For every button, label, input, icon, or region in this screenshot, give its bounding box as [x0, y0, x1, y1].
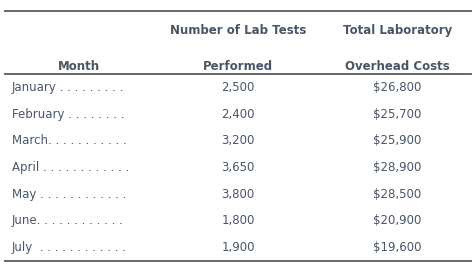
- Text: 2,500: 2,500: [221, 81, 255, 94]
- Text: April . . . . . . . . . . . .: April . . . . . . . . . . . .: [12, 161, 129, 174]
- Text: January . . . . . . . . .: January . . . . . . . . .: [12, 81, 124, 94]
- Text: 3,200: 3,200: [221, 135, 255, 147]
- Text: Performed: Performed: [203, 60, 273, 73]
- Text: $25,900: $25,900: [373, 135, 422, 147]
- Text: $25,700: $25,700: [373, 108, 422, 121]
- Text: March. . . . . . . . . . .: March. . . . . . . . . . .: [12, 135, 127, 147]
- Text: $28,900: $28,900: [373, 161, 422, 174]
- Text: Total Laboratory: Total Laboratory: [343, 24, 452, 37]
- Text: $20,900: $20,900: [373, 214, 422, 227]
- Text: July  . . . . . . . . . . . .: July . . . . . . . . . . . .: [12, 241, 127, 254]
- Text: 1,800: 1,800: [221, 214, 255, 227]
- Text: 2,400: 2,400: [221, 108, 255, 121]
- Text: $28,500: $28,500: [373, 188, 422, 201]
- Text: February . . . . . . . .: February . . . . . . . .: [12, 108, 124, 121]
- Text: 1,900: 1,900: [221, 241, 255, 254]
- Text: Month: Month: [58, 60, 99, 73]
- Text: Overhead Costs: Overhead Costs: [345, 60, 450, 73]
- Text: 3,650: 3,650: [221, 161, 255, 174]
- Text: Number of Lab Tests: Number of Lab Tests: [170, 24, 306, 37]
- Text: $26,800: $26,800: [373, 81, 422, 94]
- Text: May . . . . . . . . . . . .: May . . . . . . . . . . . .: [12, 188, 126, 201]
- Text: June. . . . . . . . . . . .: June. . . . . . . . . . . .: [12, 214, 124, 227]
- Text: $19,600: $19,600: [373, 241, 422, 254]
- Text: 3,800: 3,800: [221, 188, 255, 201]
